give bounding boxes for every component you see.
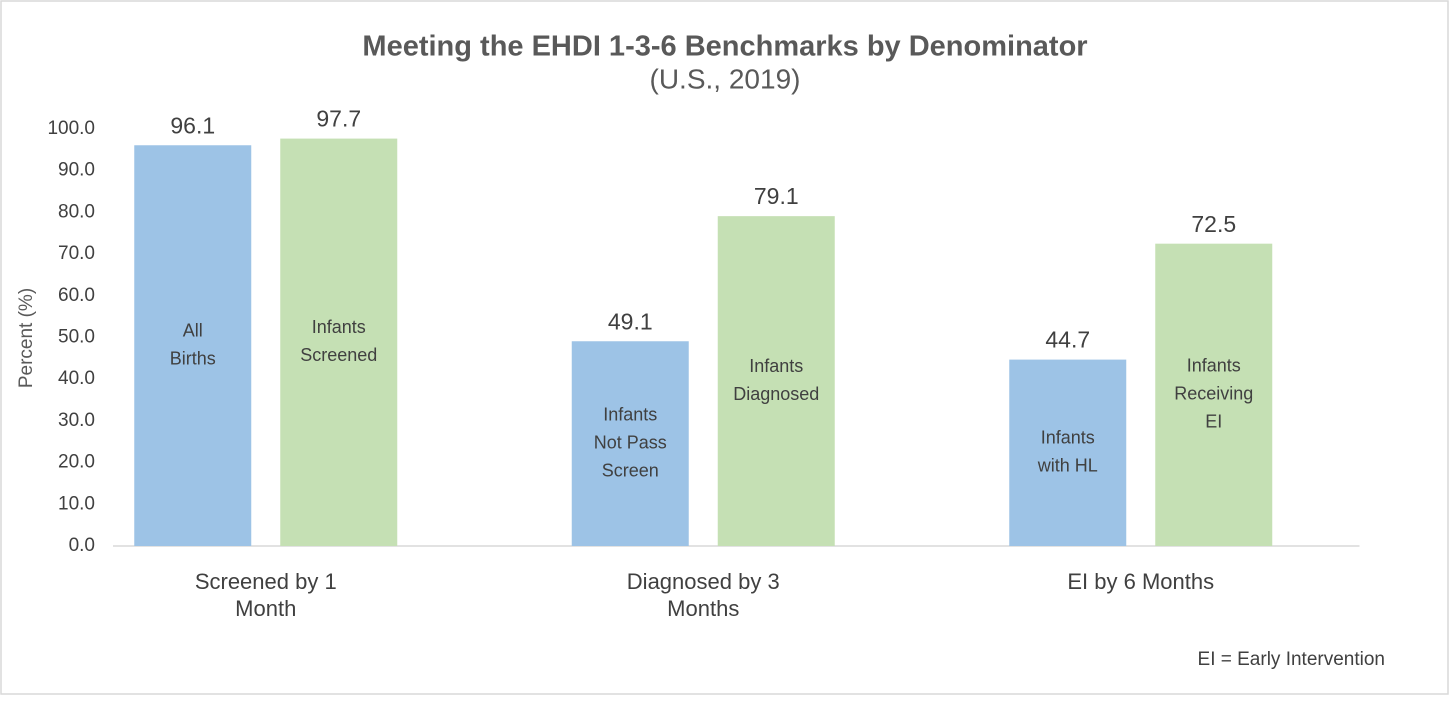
y-tick-label: 60.0 [58,285,95,306]
y-tick-label: 100.0 [47,118,95,139]
y-tick-label: 50.0 [58,327,95,348]
data-label: 97.7 [316,106,361,132]
y-axis-title: Percent (%) [16,288,37,388]
bar [134,145,252,546]
x-tick-label: Diagnosed by 3 [627,569,780,594]
data-label: 49.1 [608,308,653,334]
x-tick-label: Month [235,596,296,621]
bar-label: Not Pass [594,432,667,452]
bar-label: Infants [312,317,366,337]
bar-label: Infants [1041,428,1095,448]
bar-label: Screened [300,345,377,365]
y-tick-label: 90.0 [58,160,95,181]
bar [1155,243,1273,547]
y-tick-label: 10.0 [58,493,95,514]
bar-label: Screen [602,460,659,480]
y-tick-label: 0.0 [69,535,95,556]
bar [571,341,689,546]
y-tick-label: 80.0 [58,201,95,222]
bar [717,216,835,546]
data-label: 96.1 [170,112,215,138]
bar-label: Births [170,348,216,368]
y-tick-label: 40.0 [58,368,95,389]
data-label: 79.1 [754,183,799,209]
y-tick-label: 30.0 [58,410,95,431]
x-tick-label: EI by 6 Months [1067,569,1214,594]
data-label: 72.5 [1191,211,1236,237]
data-label: 44.7 [1045,327,1090,353]
bar-label: Infants [603,404,657,424]
bar-label: Diagnosed [733,384,819,404]
bar [1009,359,1127,546]
x-tick-label: Months [667,596,739,621]
bar-label: All [183,320,203,340]
bar-label: with HL [1037,456,1098,476]
bar-label: Receiving [1174,384,1253,404]
bar-label: Infants [1187,356,1241,376]
bar [280,138,398,546]
bar-label: Infants [749,356,803,376]
bar-label: EI [1205,412,1222,432]
chart-title: Meeting the EHDI 1-3-6 Benchmarks by Den… [362,31,1087,63]
chart-subtitle: (U.S., 2019) [650,63,801,94]
y-tick-label: 20.0 [58,452,95,473]
x-tick-label: Screened by 1 [195,569,337,594]
y-tick-label: 70.0 [58,243,95,264]
footnote: EI = Early Intervention [1198,649,1385,670]
